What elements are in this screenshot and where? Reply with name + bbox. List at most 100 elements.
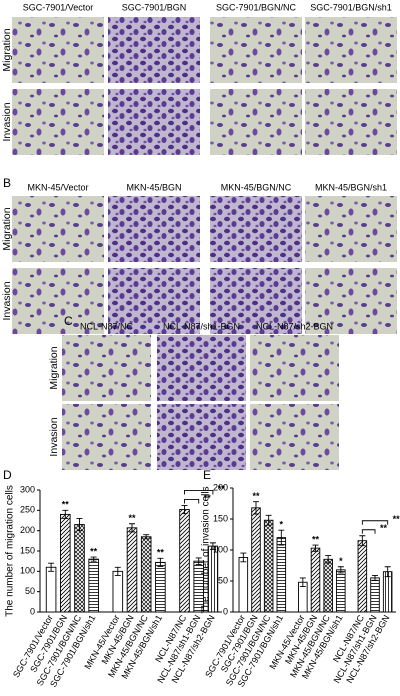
y-tick-label: 50 [218,575,228,585]
bar [238,556,249,613]
micrograph [108,89,200,155]
y-tick-label: 100 [20,566,35,576]
micrograph [62,404,151,470]
y-tick-label: 200 [213,482,228,492]
significance-label: ** [90,546,98,556]
error-bar [129,523,135,533]
y-tick-label: 200 [20,525,35,535]
micrograph [305,89,397,155]
y-tick-label: 0 [223,606,228,616]
y-tick-label: 100 [213,544,228,554]
significance-label: ** [218,484,226,494]
significance-label: ** [62,500,70,510]
error-bar [114,566,121,576]
y-tick-label: 300 [20,484,35,494]
bar [263,519,274,613]
micrograph [210,17,302,83]
micrograph [305,268,397,334]
bar [382,571,393,613]
significance-label: ** [128,513,136,523]
micrograph [210,196,302,262]
micrograph [12,268,104,334]
column-label: SGC-7901/BGN [122,2,187,12]
micrograph [108,268,200,334]
micrograph [12,196,104,262]
micrograph [210,89,302,155]
panel-letter: E [203,468,211,482]
y-axis-label: The number of migration cells [5,485,16,617]
significance-bracket [361,529,376,534]
bar [370,577,380,613]
significance-label: * [280,520,284,530]
bar [357,540,368,613]
row-label: Migration [48,346,60,389]
panel-letter: C [64,314,73,328]
micrograph [250,404,339,470]
error-bar [372,574,379,581]
error-bar [384,566,391,578]
column-label: SGC-7901/Vector [23,2,94,12]
error-bar [325,555,332,564]
panel-letter: D [3,468,12,482]
micrograph [108,196,200,262]
micrograph [62,335,151,401]
y-axis-label: The number of invasion cells [201,486,212,613]
significance-bracket [184,499,200,504]
row-label: Invasion [1,281,13,320]
column-label: SGC-7901/BGN/sh1 [310,2,392,12]
bar [112,570,124,613]
micrograph [305,196,397,262]
bar [88,558,99,613]
error-bar [240,552,247,563]
column-label: NCL-N87/NC [80,321,134,331]
bar [310,547,321,613]
panel-letter: B [3,176,11,190]
bar [140,536,152,613]
bar [323,558,333,613]
error-bar [265,514,272,526]
significance-bracket [184,490,214,495]
column-label: MKN-45/BGN/sh1 [315,182,387,192]
bar [336,569,346,613]
bar [126,527,138,613]
micrograph [305,17,397,83]
significance-label: ** [157,548,165,558]
significance-label: ** [204,493,212,503]
y-tick-label: 150 [20,545,35,555]
row-label: Invasion [48,417,60,456]
significance-label: ** [252,491,260,501]
row-label: Migration [1,28,13,71]
bar [45,566,57,613]
error-bar [62,509,69,519]
micrograph [157,335,246,401]
significance-label: ** [393,514,400,524]
error-bar [299,577,306,588]
micrograph [157,404,246,470]
bar [179,509,190,613]
bar [251,507,261,613]
error-bar [157,557,164,567]
column-label: MKN-45/BGN/NC [221,182,292,192]
error-bar [143,534,150,540]
micrograph [108,17,200,83]
error-bar [181,505,188,515]
row-label: Invasion [1,102,13,141]
bar [74,524,85,613]
micrograph [12,89,104,155]
error-bar [76,518,83,532]
significance-bracket [361,520,389,525]
error-bar [312,544,319,552]
significance-label: * [339,556,343,566]
micrograph [12,17,104,83]
bar [276,537,287,613]
error-bar [252,501,259,515]
error-bar [359,535,366,547]
significance-label: ** [312,534,320,544]
error-bar [337,566,344,574]
y-tick-label: 250 [20,505,35,515]
column-label: MKN-45/BGN [126,182,181,192]
column-label: NCL-N87/sh1-BGN [163,321,240,331]
error-bar [195,557,202,565]
significance-label: ** [380,523,388,533]
